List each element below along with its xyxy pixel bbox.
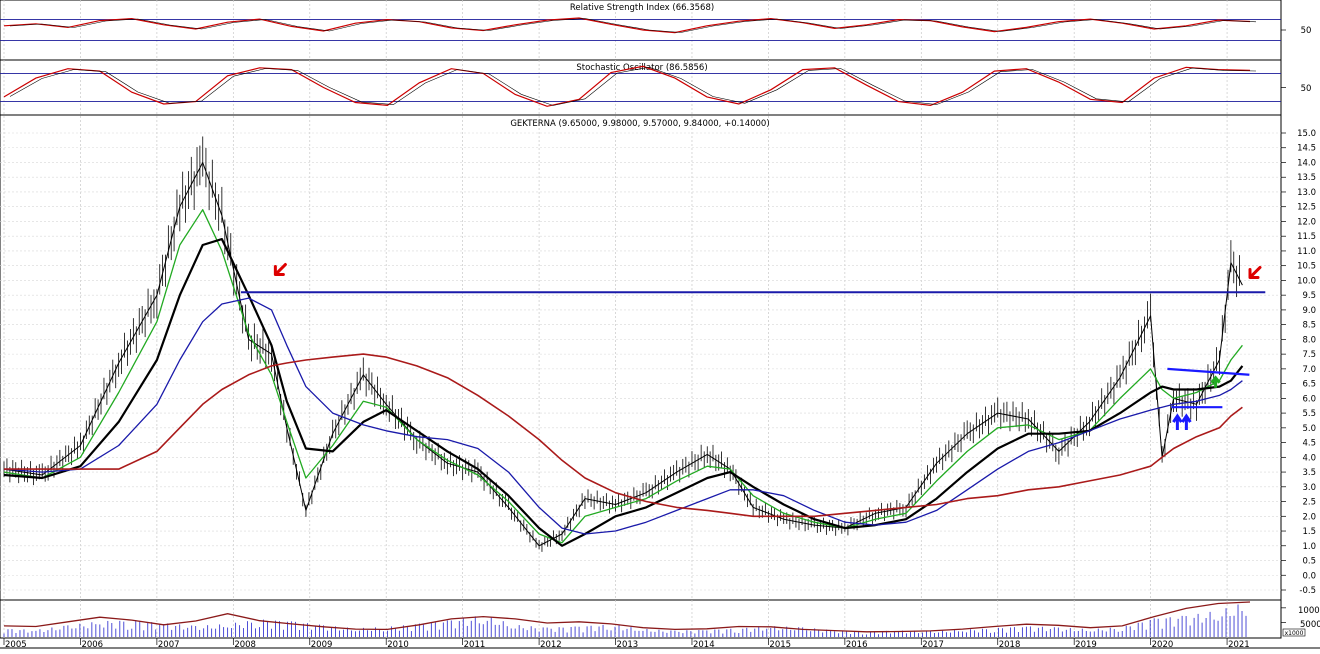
year-label: 2019 <box>1075 640 1097 649</box>
price-tick: 4.5 <box>1302 439 1316 449</box>
blue-up-arrow <box>1172 413 1183 431</box>
year-label: 2020 <box>1152 640 1174 649</box>
price-tick: 12.0 <box>1297 217 1316 227</box>
year-label: 2009 <box>311 640 333 649</box>
price-tick: 12.5 <box>1297 203 1316 213</box>
price-tick: 7.0 <box>1302 365 1316 375</box>
oscillator-line <box>3 17 1251 34</box>
year-label: 2013 <box>617 640 639 649</box>
price-tick: 6.5 <box>1302 380 1316 390</box>
price-tick: 5.0 <box>1302 424 1316 434</box>
price-tick: 11.0 <box>1297 247 1316 257</box>
price-tick: 13.0 <box>1297 188 1316 198</box>
volume-tick-10000: 10000 <box>1298 606 1320 616</box>
price-tick: 2.5 <box>1302 498 1316 508</box>
price-tick: 4.0 <box>1302 453 1316 463</box>
rsi-title: Relative Strength Index (66.3568) <box>570 3 714 13</box>
blue-up-arrow <box>1181 413 1192 431</box>
price-tick: 9.5 <box>1302 291 1316 301</box>
price-tick: 2.0 <box>1302 512 1316 522</box>
price-tick: 1.0 <box>1302 542 1316 552</box>
year-label: 2008 <box>234 640 256 649</box>
price-tick: 7.5 <box>1302 350 1316 360</box>
price-tick: 11.5 <box>1297 232 1316 242</box>
stoch-title: Stochastic Oscillator (86.5856) <box>576 63 707 73</box>
price-tick: 3.5 <box>1302 468 1316 478</box>
channel-line <box>1167 367 1250 376</box>
price-tick: 14.0 <box>1297 158 1316 168</box>
price-series-line-4 <box>4 353 1243 518</box>
price-tick: 6.0 <box>1302 394 1316 404</box>
price-tick: 5.5 <box>1302 409 1316 419</box>
price-series-line-2 <box>3 238 1244 547</box>
year-label: 2018 <box>999 640 1021 649</box>
oscillator-line <box>3 65 1251 107</box>
price-title: GEKTERNA (9.65000, 9.98000, 9.57000, 9.8… <box>510 119 769 129</box>
year-label: 2016 <box>846 640 868 649</box>
price-series-line-1 <box>3 209 1243 544</box>
price-tick: 0.5 <box>1302 557 1316 567</box>
price-tick: 10.0 <box>1297 276 1316 286</box>
price-tick: 3.0 <box>1302 483 1316 493</box>
year-label: 2012 <box>540 640 562 649</box>
year-label: 2021 <box>1228 640 1250 649</box>
year-label: 2006 <box>81 640 103 649</box>
year-label: 2011 <box>464 640 486 649</box>
price-tick: 0.0 <box>1302 571 1316 581</box>
price-tick: 14.5 <box>1297 144 1316 154</box>
price-tick: 1.5 <box>1302 527 1316 537</box>
price-tick: 10.5 <box>1297 262 1316 272</box>
volume-scale-label: x1000 <box>1285 630 1304 637</box>
volume-average-line <box>3 601 1251 633</box>
volume-tick-5000: 5000 <box>1300 620 1320 630</box>
rsi-tick-50: 50 <box>1301 26 1312 36</box>
price-series-line-3 <box>3 297 1243 535</box>
price-tick: -0.5 <box>1299 586 1316 596</box>
volume-panel-frame <box>0 599 1282 639</box>
green-up-arrow <box>1210 375 1221 388</box>
stoch-tick-50: 50 <box>1301 84 1312 94</box>
year-label: 2015 <box>769 640 791 649</box>
price-tick: 8.0 <box>1302 335 1316 345</box>
price-tick: 13.5 <box>1297 173 1316 183</box>
red-arrow-annotation <box>1248 265 1262 279</box>
price-panel-frame <box>0 114 1282 601</box>
oscillator-signal-line <box>9 66 1257 106</box>
year-label: 2007 <box>158 640 180 649</box>
red-arrow-annotation <box>273 263 287 277</box>
year-label: 2014 <box>693 640 715 649</box>
price-tick: 8.5 <box>1302 321 1316 331</box>
year-label: 2005 <box>5 640 27 649</box>
price-tick: 9.0 <box>1302 306 1316 316</box>
year-label: 2017 <box>922 640 944 649</box>
price-tick: 15.0 <box>1297 129 1316 139</box>
oscillator-signal-line <box>9 18 1257 33</box>
year-label: 2010 <box>387 640 409 649</box>
